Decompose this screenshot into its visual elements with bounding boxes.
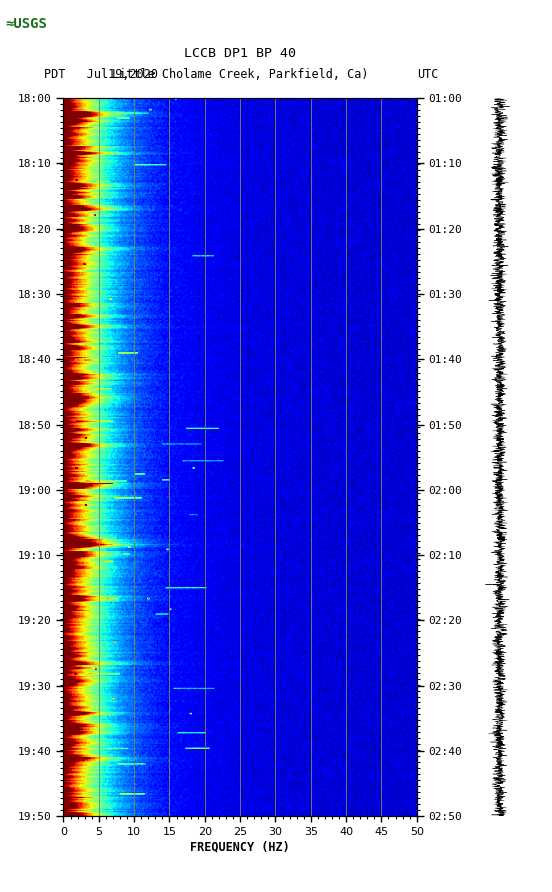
Text: PDT   Jul19,2020: PDT Jul19,2020 <box>44 69 158 81</box>
Text: Little Cholame Creek, Parkfield, Ca): Little Cholame Creek, Parkfield, Ca) <box>112 69 368 81</box>
Text: LCCB DP1 BP 40: LCCB DP1 BP 40 <box>184 47 296 60</box>
Text: ≈USGS: ≈USGS <box>6 17 47 31</box>
X-axis label: FREQUENCY (HZ): FREQUENCY (HZ) <box>190 841 290 854</box>
Text: UTC: UTC <box>417 69 438 81</box>
